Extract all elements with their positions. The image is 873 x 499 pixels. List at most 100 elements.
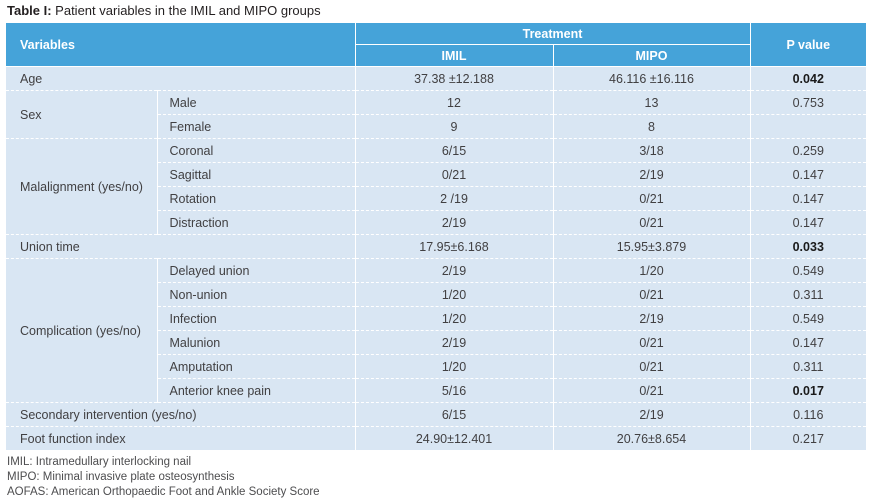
cell-variable: Sex — [6, 90, 157, 139]
header-mipo: MIPO — [552, 44, 750, 67]
cell-p-value: 0.147 — [749, 162, 866, 187]
cell-variable: Malalignment (yes/no) — [6, 138, 157, 235]
cell-imil-value: 37.38 ±12.188 — [354, 66, 553, 91]
cell-p-value: 0.147 — [749, 186, 866, 211]
cell-p-value: 0.116 — [749, 402, 866, 427]
cell-mipo-value: 46.116 ±16.116 — [552, 66, 750, 91]
cell-p-value: 0.311 — [749, 354, 866, 379]
table-row: Age 37.38 ±12.188 46.116 ±16.116 0.042 — [6, 66, 866, 91]
header-treatment: Treatment — [354, 23, 750, 45]
cell-subcategory: Non-union — [156, 282, 355, 307]
header-row-top: Variables Treatment P value — [6, 23, 866, 67]
cell-variable: Foot function index — [6, 426, 355, 450]
table-row: Sagittal 0/21 2/19 0.147 — [6, 162, 866, 187]
cell-subcategory: Amputation — [156, 354, 355, 379]
cell-variable: Complication (yes/no) — [6, 258, 157, 403]
table-row: Sex Male 12 13 0.753 — [6, 90, 866, 139]
table-row: Malalignment (yes/no) Coronal 6/15 3/18 0.25… — [6, 138, 866, 235]
table-row: Anterior knee pain 5/16 0/21 0.017 — [6, 378, 866, 403]
cell-subcategory: Distraction — [156, 210, 355, 235]
header-row-sub: IMIL MIPO — [6, 44, 866, 67]
table-title: Table I: Patient variables in the IMIL a… — [7, 3, 866, 18]
cell-subcategory: Malunion — [156, 330, 355, 355]
cell-p-value: 0.017 — [749, 378, 866, 403]
table-row: Female 9 8 — [6, 114, 866, 139]
table-title-label: Table I: — [7, 3, 52, 18]
cell-variable: Union time — [6, 234, 355, 259]
table-row: Complication (yes/no) Delayed union 2/19 1/… — [6, 258, 866, 403]
cell-imil-value: 1/20 — [354, 306, 553, 331]
footnote-imil: IMIL: Intramedullary interlocking nail — [7, 456, 192, 468]
cell-mipo-value: 20.76±8.654 — [552, 426, 750, 450]
cell-mipo-value: 0/21 — [552, 330, 750, 355]
cell-imil-value: 17.95±6.168 — [354, 234, 553, 259]
table-row: Rotation 2 /19 0/21 0.147 — [6, 186, 866, 211]
table-title-text: Patient variables in the IMIL and MIPO g… — [55, 3, 321, 18]
cell-imil-value: 1/20 — [354, 282, 553, 307]
footnote-mipo: MIPO: Minimal invasive plate osteosynthe… — [7, 471, 235, 483]
table-row: Non-union 1/20 0/21 0.311 — [6, 282, 866, 307]
table-row: Foot function index 24.90±12.401 20.76±8.6… — [6, 426, 866, 450]
header-imil: IMIL — [354, 44, 553, 67]
cell-p-value: 0.259 — [749, 138, 866, 163]
cell-imil-value: 5/16 — [354, 378, 553, 403]
cell-imil-value: 6/15 — [354, 138, 553, 163]
cell-mipo-value: 1/20 — [552, 258, 750, 283]
table-row: Infection 1/20 2/19 0.549 — [6, 306, 866, 331]
cell-imil-value: 2/19 — [354, 258, 553, 283]
cell-imil-value: 2 /19 — [354, 186, 553, 211]
table-header: Variables Treatment P value IMIL MIPO — [6, 23, 866, 67]
cell-imil-value: 12 — [354, 90, 553, 115]
header-p-value: P value — [749, 23, 866, 67]
cell-subcategory: Infection — [156, 306, 355, 331]
cell-p-value: 0.147 — [749, 210, 866, 235]
cell-mipo-value: 2/19 — [552, 402, 750, 427]
table-row: Malunion 2/19 0/21 0.147 — [6, 330, 866, 355]
cell-imil-value: 6/15 — [354, 402, 553, 427]
cell-p-value: 0.549 — [749, 306, 866, 331]
cell-subcategory: Female — [156, 114, 355, 139]
table-row: Union time 17.95±6.168 15.95±3.879 0.033 — [6, 234, 866, 259]
footnote-aofas: AOFAS: American Orthopaedic Foot and Ank… — [7, 486, 320, 498]
table-row: Amputation 1/20 0/21 0.311 — [6, 354, 866, 379]
cell-variable: Secondary intervention (yes/no) — [6, 402, 355, 427]
table-body: Age 37.38 ±12.188 46.116 ±16.116 0.042 Sex Ma… — [6, 66, 866, 450]
cell-subcategory: Male — [156, 90, 355, 115]
cell-p-value: 0.042 — [749, 66, 866, 91]
cell-variable: Age — [6, 66, 355, 91]
cell-subcategory: Anterior knee pain — [156, 378, 355, 403]
cell-p-value — [749, 114, 866, 139]
cell-subcategory: Delayed union — [156, 258, 355, 283]
cell-mipo-value: 15.95±3.879 — [552, 234, 750, 259]
cell-imil-value: 1/20 — [354, 354, 553, 379]
cell-imil-value: 24.90±12.401 — [354, 426, 553, 450]
table-row: Secondary intervention (yes/no) 6/15 2/19 0… — [6, 402, 866, 427]
cell-subcategory: Rotation — [156, 186, 355, 211]
cell-p-value: 0.549 — [749, 258, 866, 283]
cell-p-value: 0.033 — [749, 234, 866, 259]
cell-mipo-value: 0/21 — [552, 282, 750, 307]
cell-mipo-value: 0/21 — [552, 210, 750, 235]
footnotes: IMIL: Intramedullary interlocking nail M… — [7, 455, 866, 499]
cell-imil-value: 2/19 — [354, 210, 553, 235]
header-variables: Variables — [6, 23, 355, 67]
cell-mipo-value: 0/21 — [552, 378, 750, 403]
cell-p-value: 0.753 — [749, 90, 866, 115]
patient-variables-table: Variables Treatment P value IMIL MIPO Ag… — [6, 23, 866, 450]
cell-mipo-value: 8 — [552, 114, 750, 139]
cell-mipo-value: 0/21 — [552, 186, 750, 211]
cell-mipo-value: 3/18 — [552, 138, 750, 163]
cell-imil-value: 9 — [354, 114, 553, 139]
cell-mipo-value: 2/19 — [552, 162, 750, 187]
cell-p-value: 0.217 — [749, 426, 866, 450]
cell-mipo-value: 2/19 — [552, 306, 750, 331]
cell-imil-value: 2/19 — [354, 330, 553, 355]
cell-imil-value: 0/21 — [354, 162, 553, 187]
table-row: Distraction 2/19 0/21 0.147 — [6, 210, 866, 235]
cell-mipo-value: 0/21 — [552, 354, 750, 379]
cell-subcategory: Sagittal — [156, 162, 355, 187]
cell-p-value: 0.147 — [749, 330, 866, 355]
cell-subcategory: Coronal — [156, 138, 355, 163]
cell-p-value: 0.311 — [749, 282, 866, 307]
